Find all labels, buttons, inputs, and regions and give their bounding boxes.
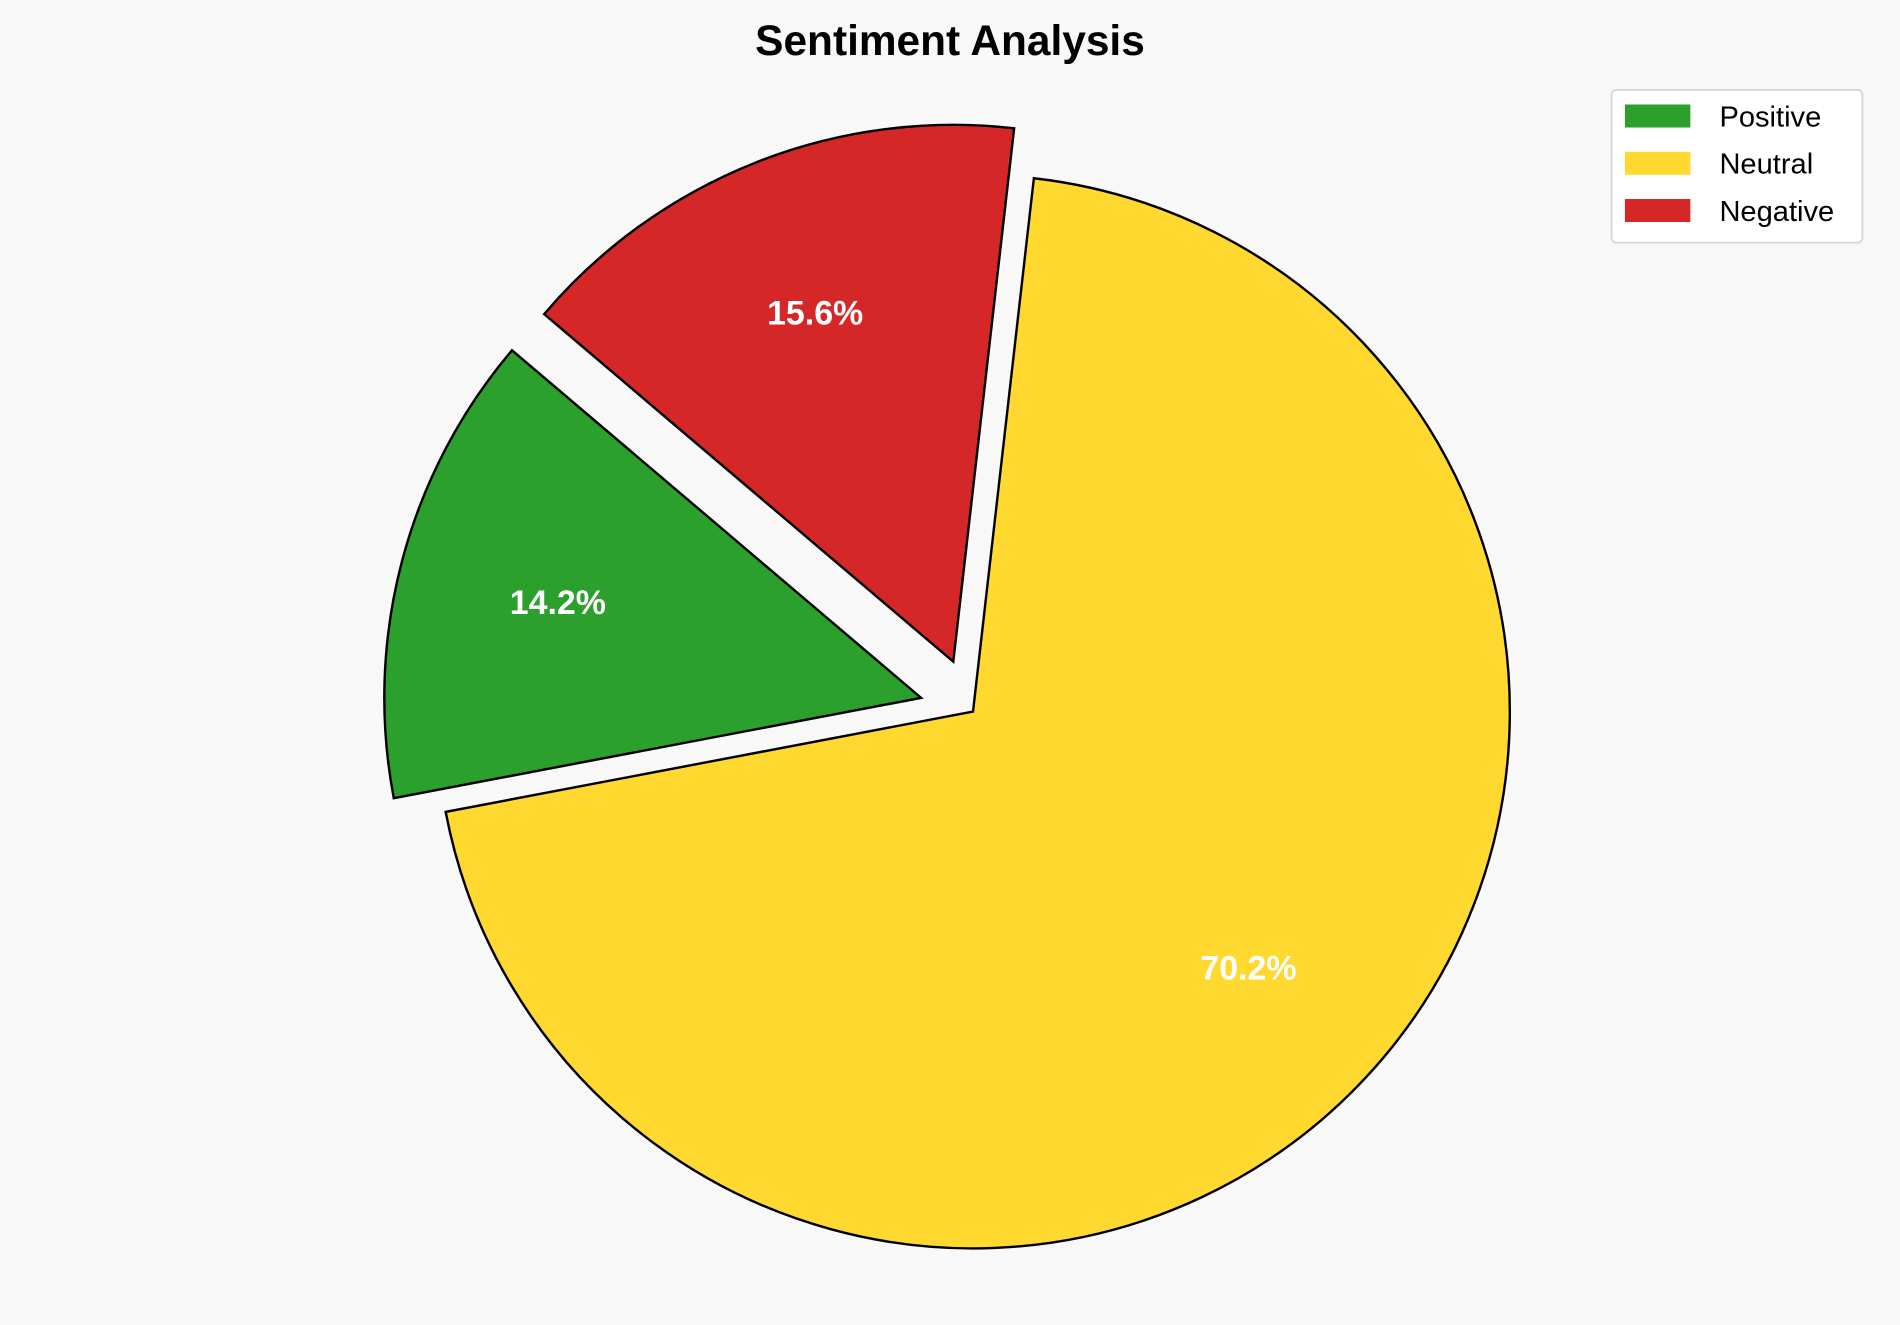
pct-label-negative: 15.6% (767, 294, 863, 332)
legend-swatch-negative (1624, 199, 1691, 223)
legend: Positive Neutral Negative (1610, 89, 1864, 244)
wedge-positive (383, 348, 924, 800)
legend-label-positive: Positive (1719, 101, 1821, 133)
legend-swatch-neutral (1624, 151, 1691, 175)
chart-title: Sentiment Analysis (755, 17, 1145, 64)
wedges (383, 123, 1511, 1250)
pct-labels: 14.2% 70.2% 15.6% (510, 294, 1297, 987)
pct-label-neutral: 70.2% (1200, 949, 1296, 987)
wedge-negative (542, 123, 1016, 665)
legend-label-neutral: Neutral (1719, 149, 1813, 181)
pct-label-positive: 14.2% (510, 584, 606, 622)
legend-swatch-positive (1624, 104, 1691, 128)
wedge-neutral (444, 176, 1511, 1250)
legend-label-negative: Negative (1719, 196, 1834, 228)
